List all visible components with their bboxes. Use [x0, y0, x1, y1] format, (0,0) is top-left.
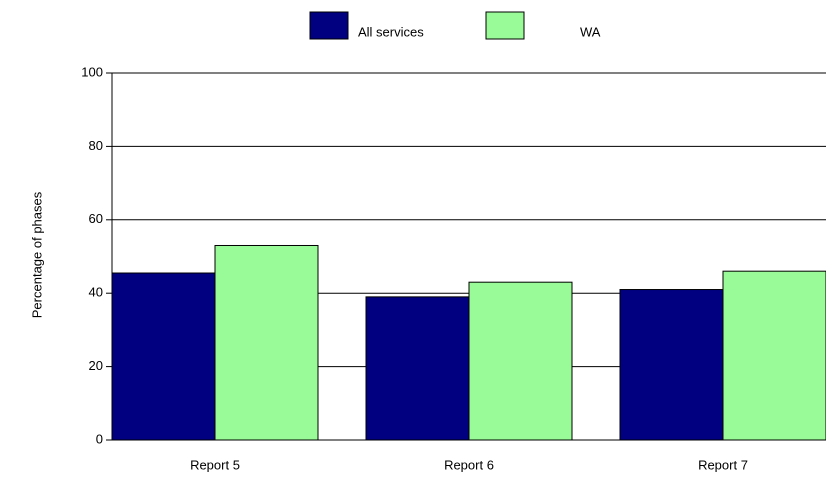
- y-tick-label: 40: [89, 285, 103, 300]
- bar: [619, 289, 724, 441]
- x-tick-label: Report 7: [698, 457, 748, 472]
- y-tick-label: 80: [89, 138, 103, 153]
- x-tick-label: Report 5: [190, 457, 240, 472]
- legend-label: All services: [358, 24, 424, 39]
- bar: [111, 272, 216, 441]
- bar: [468, 281, 573, 441]
- legend-label: WA: [580, 24, 601, 39]
- y-tick-label: 100: [81, 64, 103, 79]
- bar: [214, 244, 319, 441]
- bars: [111, 244, 826, 441]
- bar: [722, 270, 826, 441]
- y-tick-label: 0: [96, 431, 103, 446]
- bar: [365, 296, 470, 441]
- legend: All services WA: [309, 11, 601, 40]
- x-tick-label: Report 6: [444, 457, 494, 472]
- y-axis-label: Percentage of phases: [29, 191, 44, 318]
- legend-swatch: [309, 11, 349, 40]
- legend-swatch: [485, 11, 525, 40]
- y-tick-label: 60: [89, 211, 103, 226]
- y-tick-label: 20: [89, 358, 103, 373]
